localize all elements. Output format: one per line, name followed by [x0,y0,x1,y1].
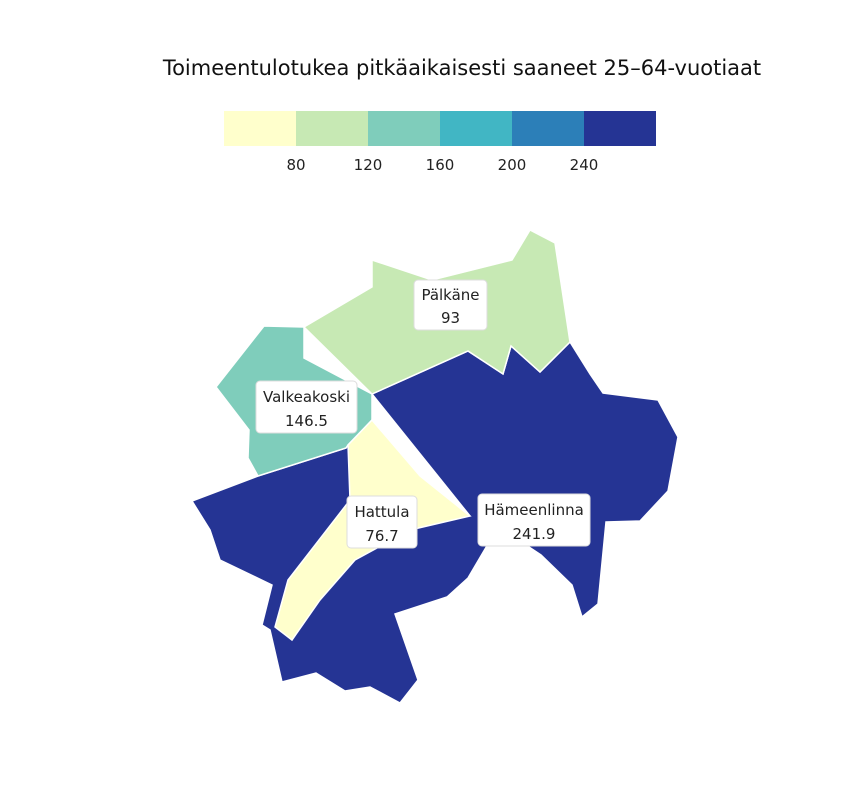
region-value: 93 [441,309,460,327]
legend: 80 120 160 200 240 [224,111,656,174]
region-value: 76.7 [365,527,398,545]
legend-bin-1 [296,111,368,146]
label-box [346,495,418,549]
label-palkane: Pälkäne 93 [413,279,488,331]
legend-tick-label: 80 [286,156,305,174]
region-name: Hattula [354,503,409,521]
region-name: Hämeenlinna [484,501,584,519]
region-name: Pälkäne [421,286,479,304]
legend-bin-5 [584,111,656,146]
label-hattula: Hattula 76.7 [346,495,418,549]
map-title: Toimeentulotukea pitkäaikaisesti saaneet… [162,56,762,80]
legend-bin-3 [440,111,512,146]
region-name: Valkeakoski [263,388,350,406]
label-valkeakoski: Valkeakoski 146.5 [255,380,358,434]
region-value: 146.5 [285,412,328,430]
label-box [413,279,488,331]
legend-tick-label: 200 [498,156,527,174]
legend-bin-4 [512,111,584,146]
label-box [477,493,591,547]
region-labels: Pälkäne 93 Valkeakoski 146.5 Hattula 76.… [255,279,591,549]
region-value: 241.9 [513,525,556,543]
legend-tick-label: 240 [570,156,599,174]
label-hameenlinna: Hämeenlinna 241.9 [477,493,591,547]
label-box [255,380,358,434]
legend-tick-label: 160 [426,156,455,174]
legend-bin-2 [368,111,440,146]
legend-tick-label: 120 [354,156,383,174]
legend-bin-0 [224,111,296,146]
